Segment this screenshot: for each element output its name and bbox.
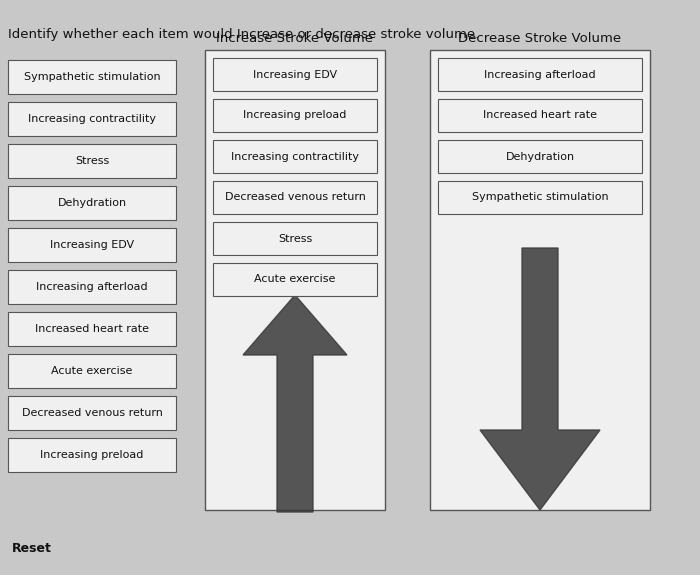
- Bar: [8, 396, 176, 430]
- Bar: [438, 181, 642, 214]
- Polygon shape: [480, 248, 600, 510]
- Text: Dehydration: Dehydration: [505, 151, 575, 162]
- Text: Sympathetic stimulation: Sympathetic stimulation: [24, 72, 160, 82]
- Bar: [8, 60, 176, 94]
- Text: Increasing preload: Increasing preload: [244, 110, 346, 121]
- Text: Increasing preload: Increasing preload: [41, 450, 144, 460]
- Text: Increasing EDV: Increasing EDV: [50, 240, 134, 250]
- Text: Increasing afterload: Increasing afterload: [484, 70, 596, 79]
- Bar: [8, 186, 176, 220]
- Polygon shape: [243, 295, 347, 512]
- Text: Increasing afterload: Increasing afterload: [36, 282, 148, 292]
- Bar: [438, 140, 642, 173]
- Text: Dehydration: Dehydration: [57, 198, 127, 208]
- Bar: [8, 228, 176, 262]
- Text: Decrease Stroke Volume: Decrease Stroke Volume: [458, 32, 622, 44]
- Bar: [430, 50, 650, 510]
- Bar: [8, 438, 176, 472]
- Text: Stress: Stress: [278, 233, 312, 243]
- Bar: [8, 354, 176, 388]
- Text: Reset: Reset: [12, 542, 52, 554]
- Bar: [8, 102, 176, 136]
- Bar: [213, 263, 377, 296]
- Text: Increased heart rate: Increased heart rate: [35, 324, 149, 334]
- Bar: [213, 181, 377, 214]
- Bar: [438, 99, 642, 132]
- Text: Acute exercise: Acute exercise: [254, 274, 336, 285]
- Bar: [213, 222, 377, 255]
- Text: Stress: Stress: [75, 156, 109, 166]
- Text: Decreased venous return: Decreased venous return: [225, 193, 365, 202]
- Bar: [8, 144, 176, 178]
- Text: Identify whether each item would Increase or decrease stroke volume.: Identify whether each item would Increas…: [8, 28, 480, 41]
- Text: Increased heart rate: Increased heart rate: [483, 110, 597, 121]
- Bar: [213, 99, 377, 132]
- Bar: [213, 58, 377, 91]
- Bar: [438, 58, 642, 91]
- Text: Decreased venous return: Decreased venous return: [22, 408, 162, 418]
- Text: Increase Stroke Volume: Increase Stroke Volume: [216, 32, 374, 44]
- Text: Increasing contractility: Increasing contractility: [28, 114, 156, 124]
- Text: Increasing contractility: Increasing contractility: [231, 151, 359, 162]
- Bar: [205, 50, 385, 510]
- Text: Acute exercise: Acute exercise: [51, 366, 133, 376]
- Text: Increasing EDV: Increasing EDV: [253, 70, 337, 79]
- Bar: [8, 270, 176, 304]
- Bar: [213, 140, 377, 173]
- Bar: [8, 312, 176, 346]
- Text: Sympathetic stimulation: Sympathetic stimulation: [472, 193, 608, 202]
